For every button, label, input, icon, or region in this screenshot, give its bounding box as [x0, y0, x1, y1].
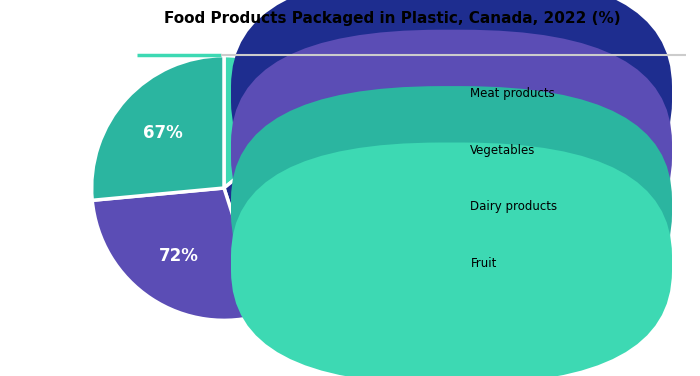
- Wedge shape: [92, 188, 265, 320]
- Text: Dairy products: Dairy products: [470, 200, 557, 213]
- Wedge shape: [224, 56, 327, 188]
- Text: Meat products: Meat products: [470, 88, 555, 100]
- Text: Food Products Packaged in Plastic, Canada, 2022 (%): Food Products Packaged in Plastic, Canad…: [164, 11, 621, 26]
- Text: 36%: 36%: [239, 105, 279, 123]
- Wedge shape: [92, 56, 224, 200]
- Text: 67%: 67%: [144, 124, 183, 142]
- Text: 72%: 72%: [159, 247, 199, 265]
- Text: Vegetables: Vegetables: [470, 144, 536, 157]
- Text: 78%: 78%: [283, 203, 323, 221]
- Wedge shape: [224, 105, 356, 314]
- Text: Fruit: Fruit: [470, 257, 497, 270]
